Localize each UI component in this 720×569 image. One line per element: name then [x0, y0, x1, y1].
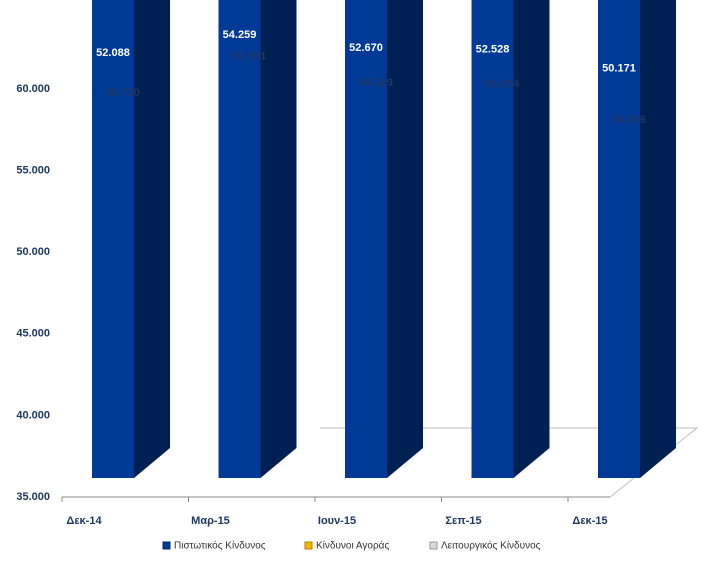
bar-side: [387, 0, 423, 478]
total-label: 54.036: [612, 114, 646, 126]
x-tick-label: Ιουν-15: [318, 515, 356, 527]
x-tick-label: Μαρ-15: [191, 515, 230, 527]
bar-front: [218, 0, 261, 479]
data-label: 52.528: [476, 43, 510, 55]
bar-front: [345, 0, 387, 478]
legend-label: Κίνδυνοι Αγοράς: [316, 540, 389, 552]
bar-side: [640, 0, 676, 478]
y-tick-label: 55.000: [16, 165, 50, 177]
total-label: 55.720: [106, 87, 140, 99]
bar-side: [260, 0, 297, 478]
x-tick-label: Δεκ-14: [66, 515, 102, 527]
y-tick-label: 40.000: [16, 409, 50, 421]
bar-side: [513, 0, 550, 478]
legend-label: Πιστωτικός Κίνδυνος: [174, 540, 266, 552]
bar-front: [92, 0, 134, 478]
total-label: 56.254: [486, 78, 521, 90]
x-tick-label: Δεκ-15: [572, 515, 607, 527]
data-label: 54.259: [223, 29, 257, 41]
data-label: 52.670: [349, 42, 383, 54]
y-tick-label: 45.000: [16, 328, 50, 340]
legend-swatch: [304, 541, 313, 550]
total-label: 57.951: [233, 50, 267, 62]
bar-side: [134, 0, 170, 478]
y-tick-label: 60.000: [16, 83, 50, 95]
bar-front: [471, 0, 514, 478]
total-label: 56.309: [359, 77, 393, 89]
y-tick-label: 35.000: [16, 491, 50, 503]
legend: Πιστωτικός Κίνδυνος Κίνδυνοι Αγοράς Λειτου…: [162, 540, 541, 552]
data-label: 52.088: [96, 47, 130, 59]
x-tick-label: Σεπ-15: [445, 515, 481, 527]
y-tick-label: 50.000: [16, 246, 50, 258]
legend-label: Λειτουργικός Κίνδυνος: [441, 540, 541, 552]
legend-swatch: [162, 541, 171, 550]
data-label: 50.171: [602, 63, 636, 75]
legend-swatch: [429, 541, 438, 550]
bar-front: [598, 0, 640, 478]
